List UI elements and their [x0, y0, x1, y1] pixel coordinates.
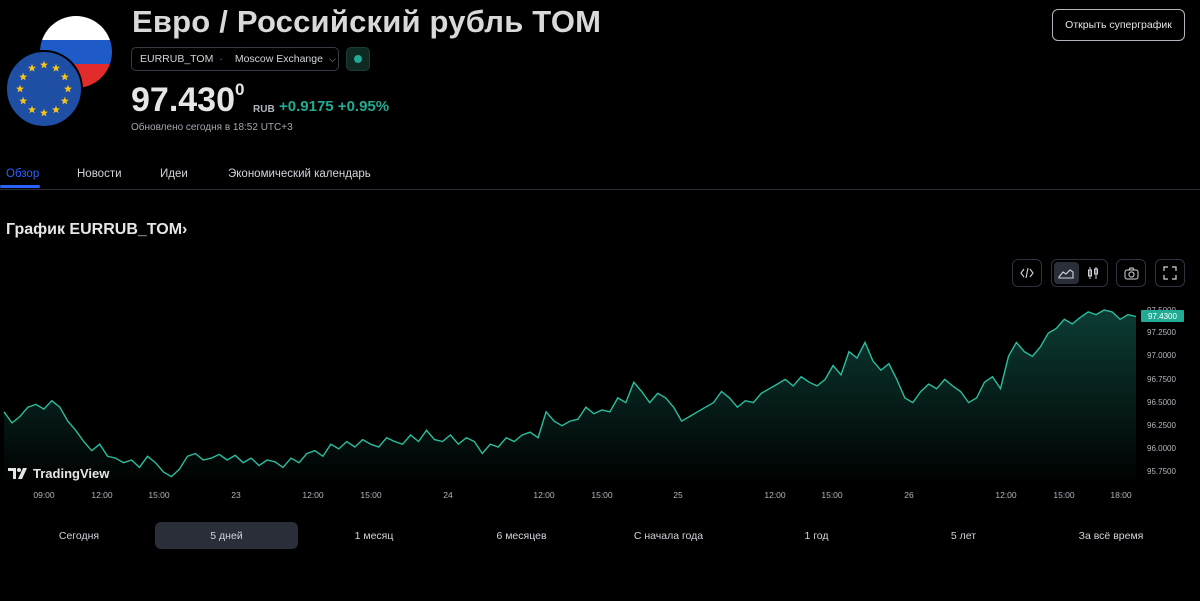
y-tick-label: 96.2500: [1147, 421, 1176, 430]
y-tick-label: 96.7500: [1147, 375, 1176, 384]
x-tick-label: 15:00: [1053, 490, 1075, 500]
symbol-label: EURRUB_TOM: [140, 53, 214, 65]
exchange-label: Moscow Exchange: [234, 53, 323, 65]
x-tick-label: 15:00: [148, 490, 170, 500]
tab-bar: Обзор Новости Идеи Экономический календа…: [0, 160, 1200, 190]
euro-flag-icon: [5, 50, 83, 128]
x-tick-label: 12:00: [764, 490, 786, 500]
area-chart-icon: [1058, 269, 1074, 279]
tab-economic-calendar[interactable]: Экономический календарь: [228, 168, 371, 180]
currency-label: RUB: [253, 104, 275, 115]
x-tick-label: 15:00: [821, 490, 843, 500]
chart-price-line: [3, 309, 1137, 478]
fullscreen-button[interactable]: [1155, 259, 1185, 287]
eu-star-icon: [52, 64, 60, 72]
price-main: 97.430: [131, 81, 235, 119]
price-superscript: 0: [235, 79, 245, 99]
x-tick-label: 23: [231, 490, 241, 500]
market-open-icon: [354, 55, 362, 63]
fullscreen-icon: [1163, 266, 1177, 280]
eu-star-icon: [60, 72, 69, 81]
tradingview-watermark[interactable]: TradingView: [8, 466, 109, 481]
chart-type-toggle: [1051, 259, 1108, 287]
y-tick-label: 97.2500: [1147, 328, 1176, 337]
current-price: 97.4300: [131, 79, 245, 120]
price-chart[interactable]: [0, 290, 1140, 486]
range-1-month[interactable]: 1 месяц: [354, 529, 394, 542]
camera-icon: [1124, 267, 1138, 279]
range-5-years[interactable]: 5 лет: [950, 529, 977, 542]
x-tick-label: 15:00: [591, 490, 613, 500]
tradingview-logo-icon: [8, 468, 27, 479]
chevron-down-icon: ⌵: [328, 53, 336, 64]
open-supergraph-button[interactable]: Открыть суперграфик: [1052, 9, 1185, 41]
market-status-button[interactable]: [346, 47, 370, 71]
chart-section-title[interactable]: График EURRUB_TOM›: [6, 221, 188, 238]
symbol-exchange-selector[interactable]: EURRUB_TOM · Moscow Exchange ⌵: [131, 47, 339, 71]
eu-star-icon: [40, 60, 48, 69]
eu-stars-icon: [16, 60, 72, 117]
x-tick-label: 12:00: [533, 490, 555, 500]
range-today[interactable]: Сегодня: [58, 529, 100, 542]
eu-star-icon: [19, 96, 28, 105]
page-title: Евро / Российский рубль TOM: [132, 4, 602, 39]
screenshot-button[interactable]: [1116, 259, 1146, 287]
x-tick-label: 12:00: [302, 490, 324, 500]
y-tick-label: 96.5000: [1147, 398, 1176, 407]
x-tick-label: 26: [904, 490, 914, 500]
eu-star-icon: [40, 108, 48, 117]
x-tick-label: 18:00: [1110, 490, 1132, 500]
range-all-time[interactable]: За всё время: [1078, 529, 1144, 542]
eu-star-icon: [64, 84, 72, 93]
x-tick-label: 24: [443, 490, 453, 500]
eu-star-icon: [28, 64, 36, 72]
candles-icon: [1087, 267, 1098, 279]
embed-icon: [1020, 267, 1034, 279]
x-tick-label: 12:00: [995, 490, 1017, 500]
separator: ·: [219, 53, 223, 65]
tab-ideas[interactable]: Идеи: [160, 168, 188, 180]
area-chart-button[interactable]: [1054, 262, 1079, 284]
eu-star-icon: [28, 105, 36, 114]
x-tick-label: 25: [673, 490, 683, 500]
range-1-year[interactable]: 1 год: [804, 529, 829, 542]
x-tick-label: 15:00: [360, 490, 382, 500]
tab-overview[interactable]: Обзор: [6, 168, 40, 180]
tab-news[interactable]: Новости: [77, 168, 122, 180]
y-tick-label: 96.0000: [1147, 444, 1176, 453]
eu-star-icon: [52, 105, 60, 114]
eu-star-icon: [16, 84, 24, 93]
tradingview-label: TradingView: [33, 466, 110, 481]
range-5-days[interactable]: 5 дней: [155, 522, 298, 549]
range-6-months[interactable]: 6 месяцев: [496, 529, 547, 542]
candles-button[interactable]: [1081, 262, 1106, 284]
active-tab-indicator: [0, 185, 40, 188]
x-tick-label: 12:00: [91, 490, 113, 500]
embed-button[interactable]: [1012, 259, 1042, 287]
updated-time: Обновлено сегодня в 18:52 UTC+3: [131, 122, 293, 133]
x-tick-label: 09:00: [33, 490, 55, 500]
y-tick-label: 95.7500: [1147, 467, 1176, 476]
eu-star-icon: [60, 96, 69, 105]
range-ytd[interactable]: С начала года: [633, 529, 704, 542]
chart-area-fill: [4, 310, 1136, 486]
y-tick-label: 97.0000: [1147, 351, 1176, 360]
price-change: +0.9175 +0.95%: [279, 98, 390, 115]
last-price-tag: 97.4300: [1141, 310, 1184, 322]
eu-star-icon: [19, 72, 28, 81]
